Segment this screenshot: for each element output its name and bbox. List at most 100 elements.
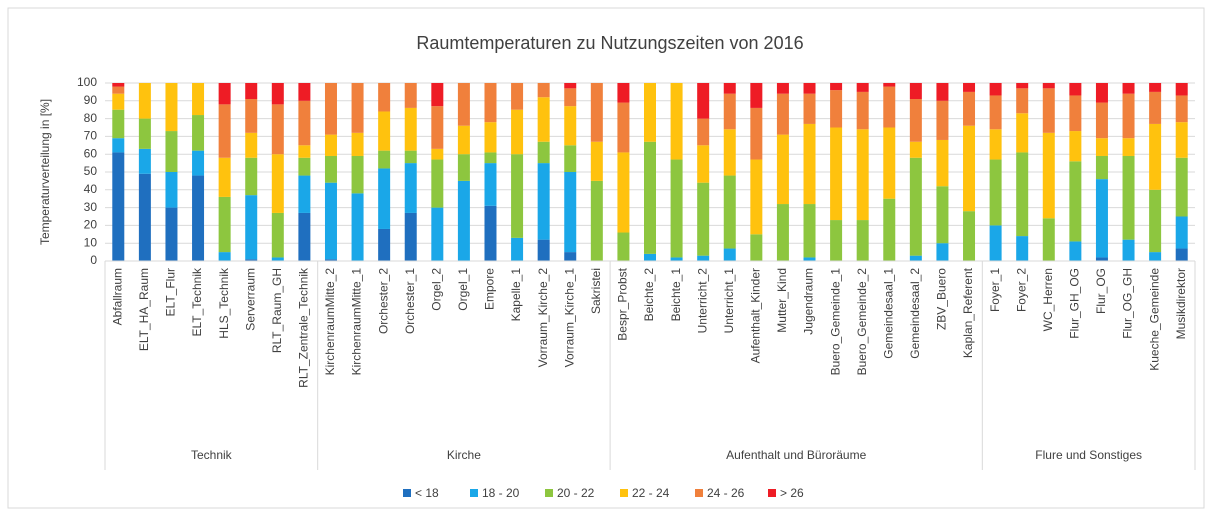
chart-frame: [7, 7, 1205, 509]
bar-segment: [564, 252, 577, 261]
bar-segment: [856, 91, 869, 130]
bar-segment: [1016, 152, 1029, 237]
bar-segment: [1095, 83, 1108, 103]
bar-segment: [1122, 83, 1135, 94]
bar-segment: [803, 204, 816, 258]
bar-segment: [324, 182, 337, 260]
legend-swatch: [403, 489, 411, 497]
x-tick-label: Unterricht_1: [722, 268, 736, 334]
bar-segment: [484, 152, 497, 164]
bar-segment: [324, 83, 337, 135]
bar-segment: [245, 259, 258, 261]
bar-segment: [856, 220, 869, 261]
bar-segment: [431, 106, 444, 149]
bar-segment: [1069, 83, 1082, 96]
bar-segment: [404, 163, 417, 213]
bar-segment: [723, 129, 736, 176]
bar-segment: [697, 83, 710, 119]
bar-segment: [431, 159, 444, 208]
bar-segment: [776, 134, 789, 205]
bar-segment: [1095, 179, 1108, 258]
bar-segment: [537, 83, 550, 98]
bar-segment: [351, 83, 364, 133]
y-tick-label: 70: [84, 129, 98, 143]
y-tick-label: 40: [84, 182, 98, 196]
bar-segment: [404, 212, 417, 261]
bar-segment: [1122, 239, 1135, 261]
bar-segment: [1042, 132, 1055, 219]
legend-swatch: [545, 489, 553, 497]
bar-segment: [245, 83, 258, 100]
bar-segment: [351, 155, 364, 194]
bar-segment: [909, 157, 922, 256]
bar-segment: [1149, 83, 1162, 92]
bar-segment: [324, 259, 337, 261]
bar-segment: [431, 83, 444, 107]
bar-segment: [750, 83, 763, 108]
bar-segment: [165, 172, 178, 208]
bar-segment: [511, 154, 524, 238]
bar-segment: [1016, 88, 1029, 114]
bar-segment: [404, 107, 417, 151]
bar-segment: [803, 257, 816, 261]
bar-segment: [644, 83, 656, 142]
bar-segment: [245, 195, 258, 260]
bar-segment: [989, 83, 1002, 96]
bar-segment: [1095, 102, 1108, 139]
bar-segment: [909, 141, 922, 158]
bar-segment: [1175, 157, 1188, 217]
x-tick-label: Kapelle_1: [509, 268, 523, 322]
bar-segment: [192, 150, 205, 176]
x-tick-label: ELT_HA_Raum: [137, 268, 151, 351]
bar-segment: [112, 93, 125, 110]
bar-segment: [1149, 189, 1162, 253]
bar-segment: [963, 125, 976, 212]
bar-segment: [617, 83, 630, 103]
bar-segment: [192, 175, 205, 261]
bar-segment: [723, 248, 736, 261]
bar-segment: [803, 93, 816, 124]
x-tick-label: Orchester_1: [403, 268, 417, 334]
bar-segment: [963, 91, 976, 126]
bar-segment: [431, 148, 444, 160]
bar-segment: [138, 118, 151, 149]
bar-segment: [511, 83, 524, 110]
x-tick-label: Gemeindesaal_1: [881, 268, 895, 359]
bar-segment: [324, 134, 337, 156]
y-tick-label: 30: [84, 200, 98, 214]
x-tick-label: Jugendraum: [802, 268, 816, 335]
y-axis-label: Temperaturverteilung in [%]: [38, 99, 52, 245]
bar-segment: [617, 102, 630, 153]
x-tick-label: Musikdirektor: [1174, 268, 1188, 339]
x-tick-label: ZBV_Buero: [935, 268, 949, 330]
bar-segment: [457, 180, 470, 261]
bar-segment: [404, 150, 417, 164]
bar-segment: [484, 163, 497, 206]
bar-segment: [723, 93, 736, 130]
bar-segment: [271, 83, 284, 105]
bar-segment: [378, 168, 391, 229]
x-tick-label: Foyer_2: [1014, 268, 1028, 312]
x-tick-label: Empore: [483, 268, 497, 310]
x-tick-label: ELT_Flur: [164, 268, 178, 316]
bar-segment: [776, 204, 789, 261]
x-tick-label: Serverraum: [243, 268, 257, 331]
legend-label: 24 - 26: [707, 486, 745, 500]
group-label: Technik: [191, 448, 233, 462]
bar-segment: [298, 83, 311, 101]
bar-segment: [1175, 248, 1188, 261]
bar-segment: [165, 207, 178, 261]
bar-segment: [909, 83, 922, 100]
bar-segment: [564, 88, 577, 107]
bar-segment: [909, 99, 922, 142]
bar-segment: [564, 106, 577, 146]
legend-label: > 26: [780, 486, 804, 500]
bar-segment: [324, 155, 337, 183]
bar-segment: [1016, 113, 1029, 153]
bar-segment: [856, 83, 869, 92]
legend-swatch: [470, 489, 478, 497]
bar-segment: [351, 132, 364, 156]
bar-segment: [431, 207, 444, 261]
x-tick-label: KirchenraumMitte_2: [323, 268, 337, 376]
